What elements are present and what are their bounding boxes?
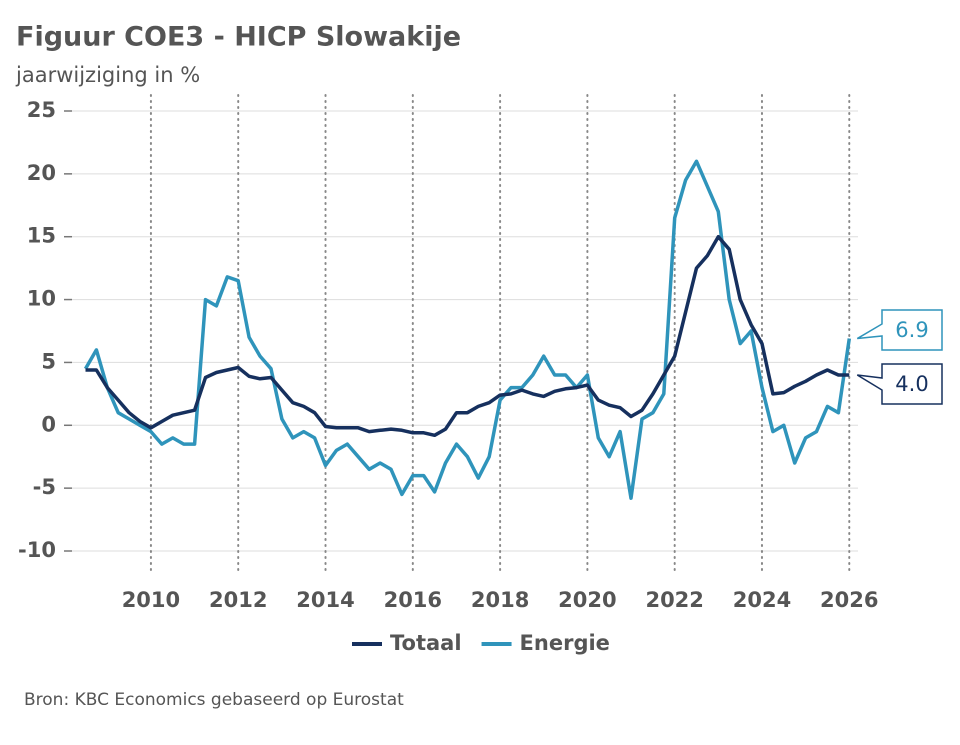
y-tick-label: -10 — [18, 538, 56, 562]
y-tick-label: 25 — [27, 98, 56, 122]
callout-box — [856, 363, 943, 405]
callout-box — [856, 309, 943, 351]
x-tick-label: 2020 — [558, 588, 616, 612]
x-tick-label: 2026 — [820, 588, 878, 612]
x-tick-label: 2024 — [733, 588, 791, 612]
end-label: 4.0 — [895, 372, 928, 396]
x-tick-label: 2016 — [384, 588, 442, 612]
y-tick-label: 10 — [27, 287, 56, 311]
legend-label: Energie — [520, 631, 610, 655]
end-label: 6.9 — [895, 318, 928, 342]
y-tick-label: 0 — [41, 412, 56, 436]
source: Bron: KBC Economics gebaseerd op Eurosta… — [24, 690, 404, 710]
chart-subtitle: jaarwijziging in % — [15, 63, 200, 87]
x-tick-label: 2022 — [645, 588, 703, 612]
legend-label: Totaal — [390, 631, 462, 655]
x-tick-label: 2010 — [122, 588, 180, 612]
line-1 — [83, 159, 852, 500]
x-tick-label: 2012 — [209, 588, 267, 612]
y-tick-label: 20 — [27, 161, 56, 185]
chart-title: Figuur COE3 - HICP Slowakije — [16, 22, 461, 53]
line-0 — [85, 234, 850, 438]
y-tick-label: 15 — [27, 224, 56, 248]
y-tick-label: -5 — [33, 475, 56, 499]
y-tick-label: 5 — [41, 349, 56, 373]
x-tick-label: 2018 — [471, 588, 529, 612]
x-tick-label: 2014 — [296, 588, 354, 612]
